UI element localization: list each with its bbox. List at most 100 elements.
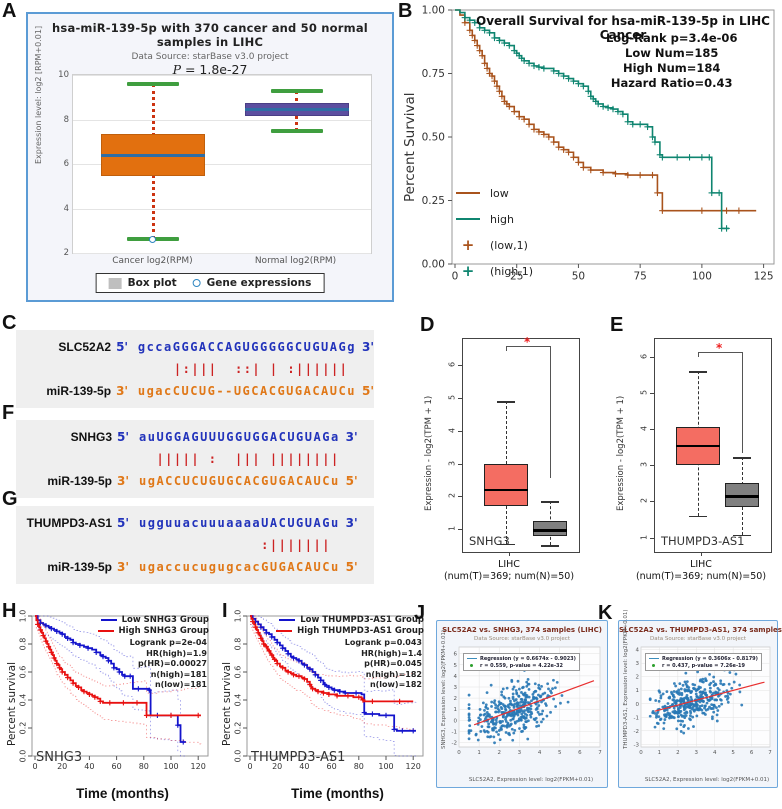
- y-tick-label: 4: [639, 426, 649, 432]
- prime-label: 3': [361, 340, 374, 354]
- svg-text:0.00: 0.00: [422, 259, 445, 271]
- mirna-name: miR-139-5p: [47, 560, 112, 574]
- svg-text:0.2: 0.2: [234, 722, 243, 735]
- svg-text:0.8: 0.8: [19, 638, 28, 651]
- y-tick-label: 6: [63, 159, 69, 169]
- mirna-sequence: ugACCUCUGUGCACGUGACAUCu: [139, 474, 340, 488]
- significance-bracket: [697, 351, 742, 353]
- svg-text:3: 3: [454, 685, 458, 691]
- gene-name: THUMPD3-AS1: [26, 516, 112, 530]
- y-tick-label: 6: [639, 354, 649, 360]
- y-tick: [458, 365, 462, 367]
- low-line-swatch: [456, 192, 480, 194]
- y-tick-label: 2: [63, 248, 69, 258]
- svg-text:0: 0: [636, 702, 640, 708]
- legend-high: high: [456, 206, 533, 232]
- panel-a-label: A: [2, 0, 17, 22]
- whisker-cap: [541, 545, 559, 547]
- pairing-row: ||||| : ||| ||||||||: [16, 448, 374, 470]
- panel-e-xlabel: LIHC (num(T)=369; num(N)=50): [612, 559, 782, 583]
- svg-text:50: 50: [572, 271, 585, 283]
- target-sequence-row: SNHG3 5' auUGGAGUUUGGUGGACUGUAGa 3': [16, 426, 374, 448]
- panel-j-title: SLC52A2 vs. SNHG3, 374 samples (LIHC): [442, 626, 602, 634]
- pairing-row: |:||| ::| | :||||||: [16, 358, 374, 380]
- svg-text:0.0: 0.0: [234, 750, 243, 763]
- low-num: Low Num=185: [625, 46, 719, 60]
- legend-low-group: Low THUMPD3-AS1 Group: [276, 614, 424, 625]
- y-tick: [650, 501, 654, 503]
- svg-text:1.00: 1.00: [422, 5, 445, 17]
- svg-text:80: 80: [139, 762, 149, 771]
- median-line: [483, 488, 528, 492]
- mirna-name: miR-139-5p: [47, 474, 112, 488]
- svg-text:0.4: 0.4: [19, 694, 28, 707]
- regression-line-swatch: [467, 657, 477, 660]
- svg-text:120: 120: [191, 762, 206, 771]
- legend-high-censor-label: (high,1): [490, 264, 534, 278]
- legend-low-group-label: Low SNHG3 Group: [121, 614, 209, 625]
- whisker-cap: [496, 543, 515, 546]
- svg-text:100: 100: [692, 271, 712, 283]
- svg-text:0: 0: [454, 718, 458, 724]
- mirna-name: miR-139-5p: [46, 384, 112, 398]
- svg-text:3: 3: [695, 750, 699, 756]
- svg-text:60: 60: [327, 762, 337, 771]
- base-pairing: :|||||||: [139, 538, 331, 552]
- mirna-sequence-row: miR-139-5p 3' ugacCUCUG--UGCACGUGACAUCu …: [16, 380, 374, 402]
- prime-label: 5': [117, 516, 130, 530]
- panel-f-alignment: SNHG3 5' auUGGAGUUUGGUGGACUGUAGa 3' ||||…: [16, 420, 374, 498]
- svg-text:0.75: 0.75: [422, 68, 445, 80]
- svg-text:80: 80: [354, 762, 364, 771]
- correlation-legend: r = 0.559, p-value = 4.22e-32: [467, 662, 576, 669]
- prime-label: 3': [116, 384, 129, 398]
- correlation-stats: r = 0.559, p-value = 4.22e-32: [480, 662, 563, 669]
- p-hr: p(HR)=0.00027: [137, 659, 207, 668]
- panel-c-alignment: SLC52A2 5' gccaGGGACCAGUGGGGGCUGUAGg 3' …: [16, 330, 374, 408]
- svg-text:4: 4: [538, 750, 542, 756]
- regression-equation: Regression (y = 0.3606x - 0.8179): [662, 655, 758, 662]
- panel-k-label: K: [598, 602, 613, 624]
- panel-i-gene-label: THUMPD3-AS1: [251, 750, 346, 765]
- svg-text:5: 5: [731, 750, 735, 756]
- target-sequence-row: SLC52A2 5' gccaGGGACCAGUGGGGGCUGUAGg 3': [16, 336, 374, 358]
- y-tick: [458, 529, 462, 531]
- legend-high-label: high: [490, 212, 514, 226]
- panel-a-title: hsa-miR-139-5p with 370 cancer and 50 no…: [52, 21, 368, 49]
- panel-d-gene-label: SNHG3: [469, 534, 510, 548]
- svg-text:0.6: 0.6: [19, 666, 28, 679]
- y-tick-label: 3: [447, 460, 457, 466]
- normal-box: [533, 520, 567, 536]
- gridline: [73, 164, 371, 165]
- svg-text:0.8: 0.8: [234, 638, 243, 651]
- y-tick: [650, 357, 654, 359]
- prime-label: 5': [345, 474, 358, 488]
- y-tick-label: 5: [639, 390, 649, 396]
- gene-name: SNHG3: [70, 430, 112, 444]
- median-line: [533, 529, 567, 532]
- y-tick: [458, 397, 462, 399]
- panel-i-xlabel: Time (months): [291, 786, 384, 801]
- y-tick-label: 4: [447, 427, 457, 433]
- svg-text:1: 1: [454, 707, 458, 713]
- panel-c-label: C: [2, 312, 17, 334]
- y-tick-label: 1: [639, 534, 649, 540]
- panel-a-pvalue: P = 1.8e-27: [28, 62, 392, 77]
- gridline: [73, 208, 371, 210]
- cancer-type: LIHC: [498, 559, 520, 570]
- panel-j-subtitle: Data Source: starBase v3.0 project: [473, 636, 570, 642]
- gridline: [73, 253, 371, 254]
- high-num: High Num=184: [622, 61, 721, 75]
- mirna-sequence: ugacCUCUG--UGCACGUGACAUCu: [137, 384, 356, 398]
- panel-b-legend: low high + (low,1) + (high,1): [456, 180, 533, 284]
- prime-label: 3': [117, 474, 130, 488]
- svg-text:6: 6: [578, 750, 582, 756]
- low-plus-icon: +: [461, 236, 475, 254]
- panel-d-ylabel: Expression - log2(TPM + 1): [424, 395, 434, 511]
- p-value: = 1.8e-27: [184, 62, 248, 77]
- panel-k-ylabel: THUMPD3-AS1, Expression level: log2(FPKM…: [623, 609, 629, 749]
- whisker-cap: [127, 81, 180, 86]
- svg-text:2: 2: [454, 696, 458, 702]
- prime-label: 5': [117, 430, 130, 444]
- legend-box-plot-label: Box plot: [127, 277, 177, 289]
- svg-text:75: 75: [633, 271, 646, 283]
